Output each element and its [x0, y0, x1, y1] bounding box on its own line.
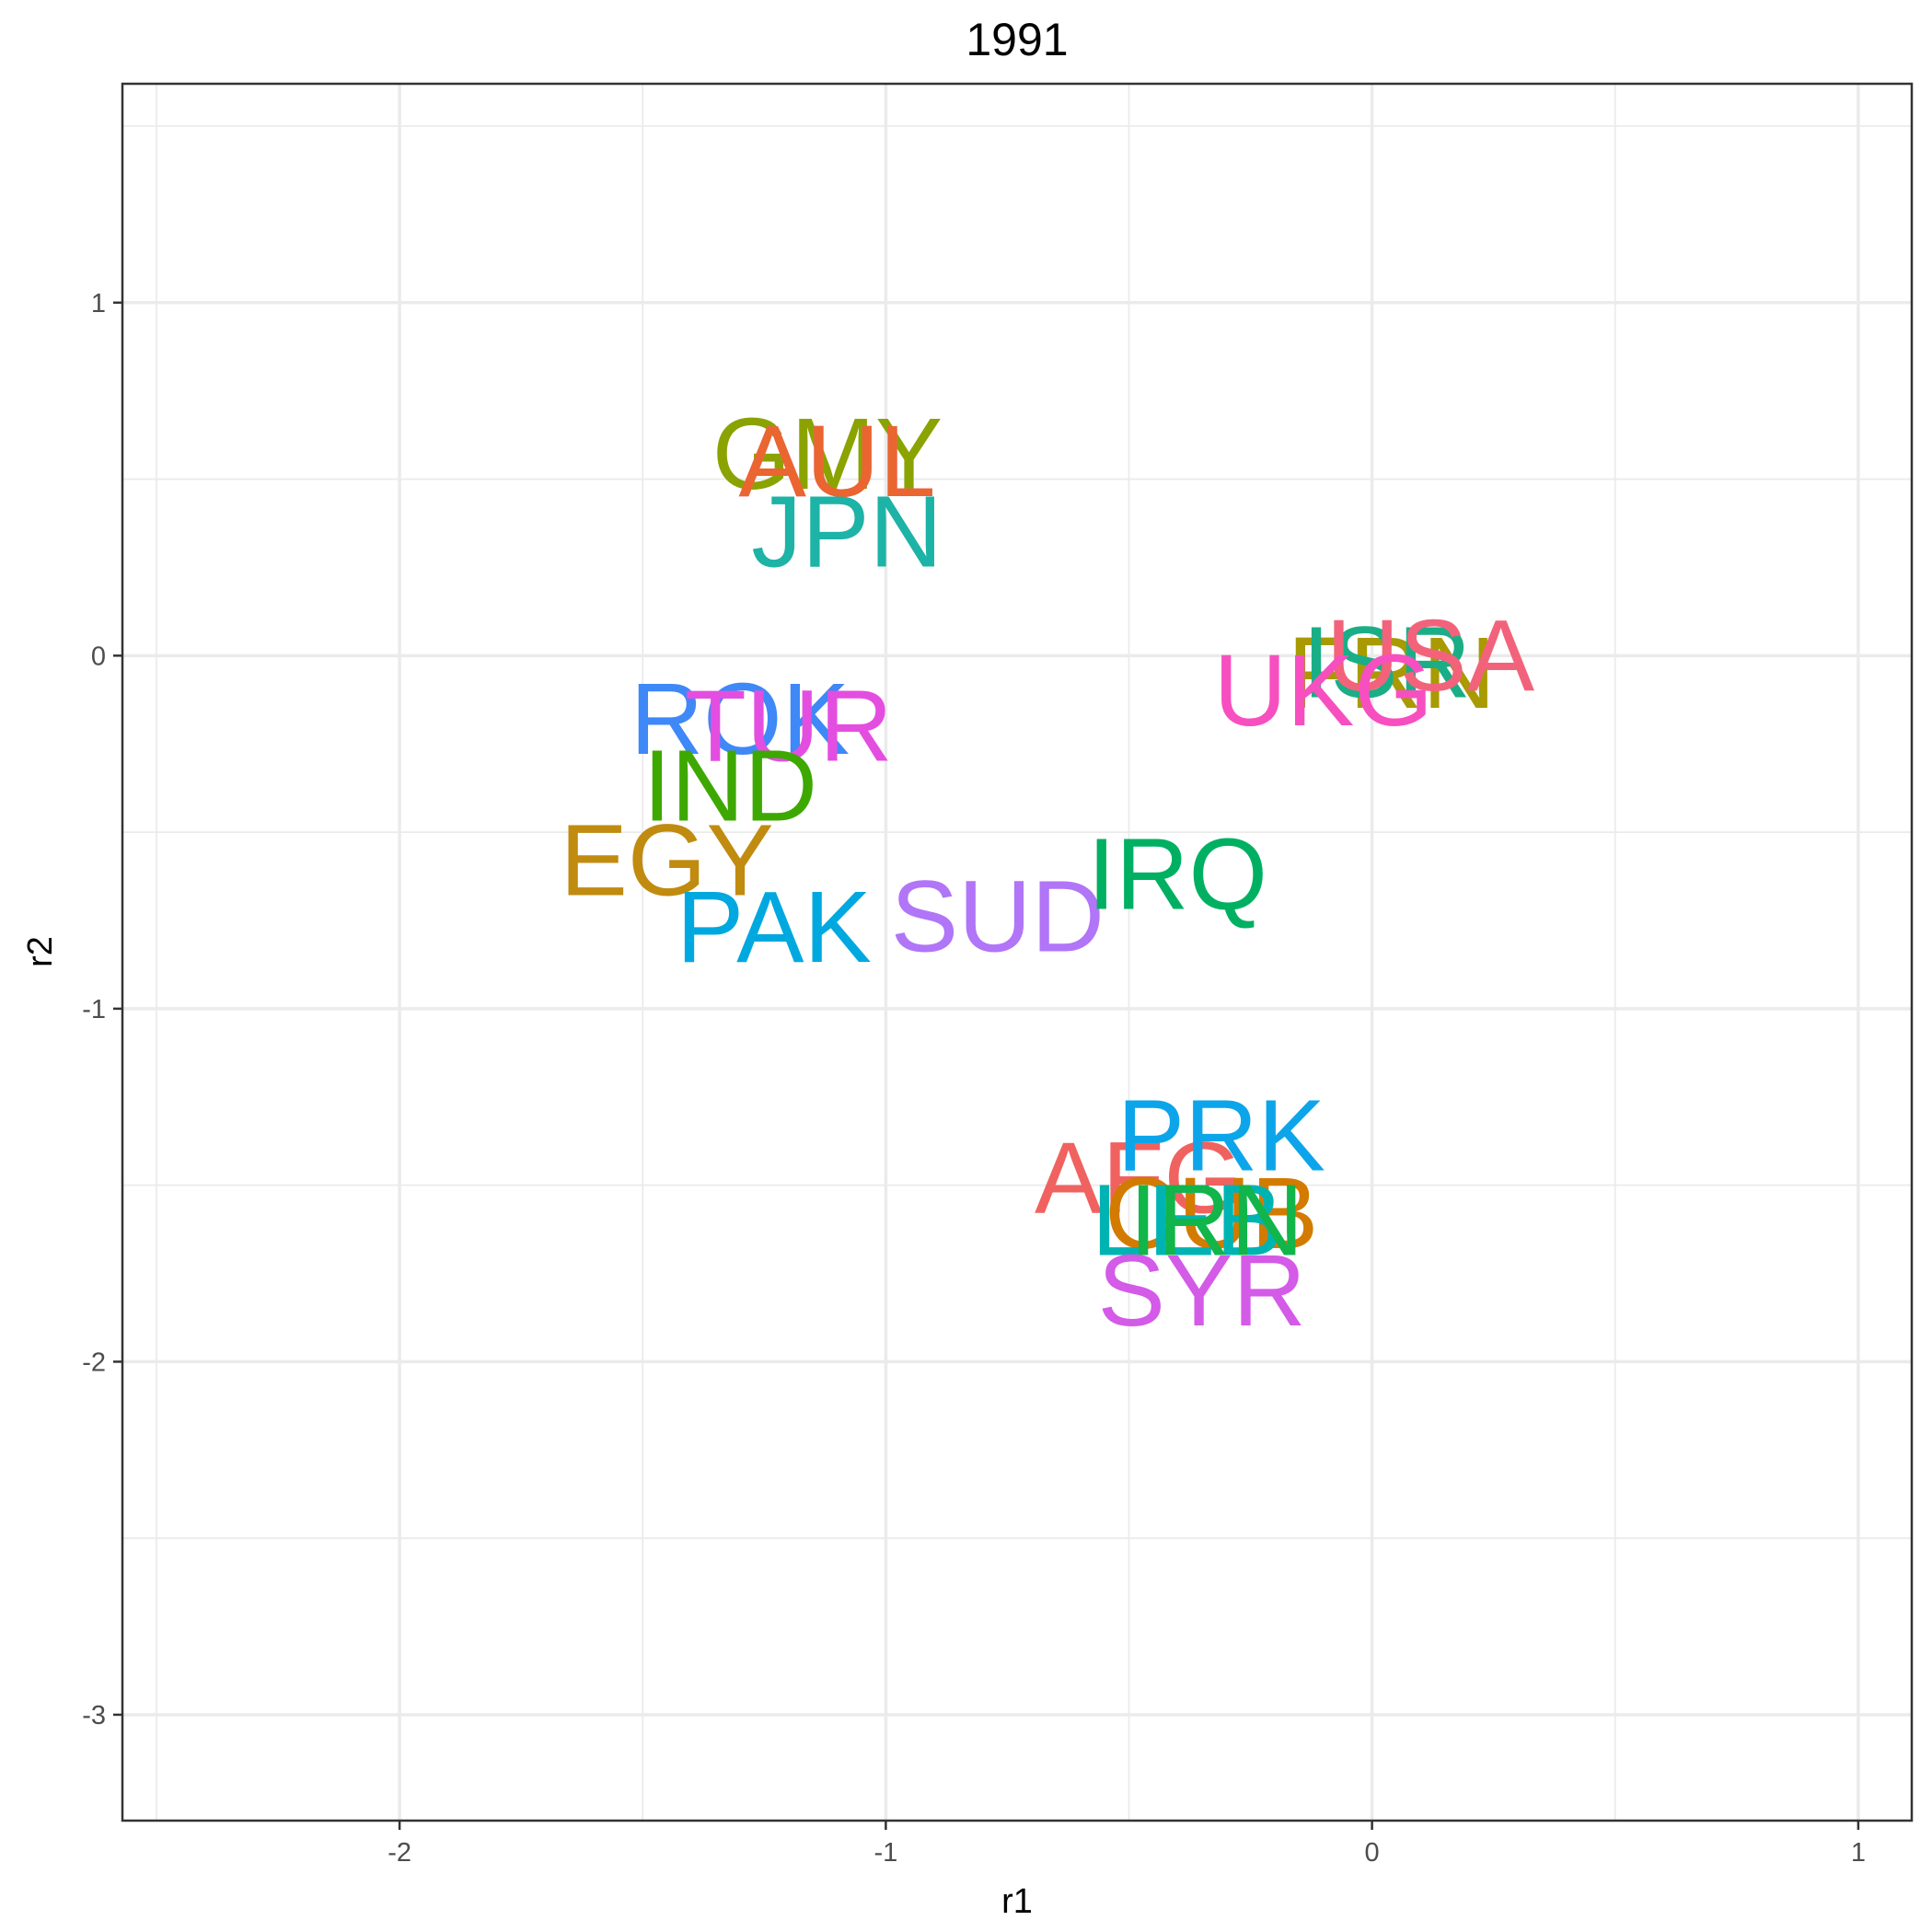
chart-title: 1991 — [966, 14, 1068, 65]
point-label-tur: TUR — [685, 670, 893, 783]
y-tick-label: -1 — [82, 995, 106, 1024]
y-tick-label: -3 — [82, 1701, 106, 1730]
point-label-leb: LEB — [1092, 1163, 1283, 1277]
grid — [122, 84, 1912, 1821]
point-label-aul: AUL — [739, 405, 936, 518]
point-label-isr: ISR — [1302, 607, 1471, 720]
x-tick-label: -1 — [873, 1838, 897, 1868]
point-label-ind: IND — [643, 730, 817, 843]
point-label-afg: AFG — [1035, 1121, 1243, 1234]
x-tick-label: -2 — [388, 1838, 411, 1868]
point-label-cub: CUB — [1105, 1157, 1318, 1270]
y-axis-label: r2 — [21, 936, 60, 967]
y-axis: 1 0 -1 -2 -3 — [82, 289, 122, 1730]
point-label-frn: FRN — [1288, 617, 1496, 730]
point-label-usa: USA — [1326, 599, 1535, 712]
y-tick-label: -2 — [82, 1348, 106, 1377]
point-label-ukg: UKG — [1214, 634, 1433, 747]
y-tick-label: 1 — [91, 289, 106, 318]
x-tick-label: 0 — [1365, 1838, 1380, 1868]
point-label-irq: IRQ — [1088, 818, 1268, 931]
point-label-egy: EGY — [560, 804, 773, 917]
x-tick-label: 1 — [1851, 1838, 1866, 1868]
plot-panel-border — [121, 82, 1914, 1822]
point-label-pak: PAK — [677, 871, 872, 984]
point-label-irn: IRN — [1129, 1163, 1303, 1277]
point-label-gmy: GMY — [712, 398, 943, 511]
point-label-aul: AUL — [739, 405, 936, 518]
point-label-rok: ROK — [631, 663, 850, 776]
point-label-prk: PRK — [1117, 1079, 1325, 1192]
point-label-syr: SYR — [1098, 1234, 1306, 1348]
x-axis-label: r1 — [1001, 1882, 1033, 1921]
point-label-sud: SUD — [891, 861, 1105, 974]
y-tick-label: 0 — [91, 642, 106, 671]
x-axis: -2 -1 0 1 — [388, 1821, 1866, 1868]
point-label-jpn: JPN — [751, 476, 943, 589]
